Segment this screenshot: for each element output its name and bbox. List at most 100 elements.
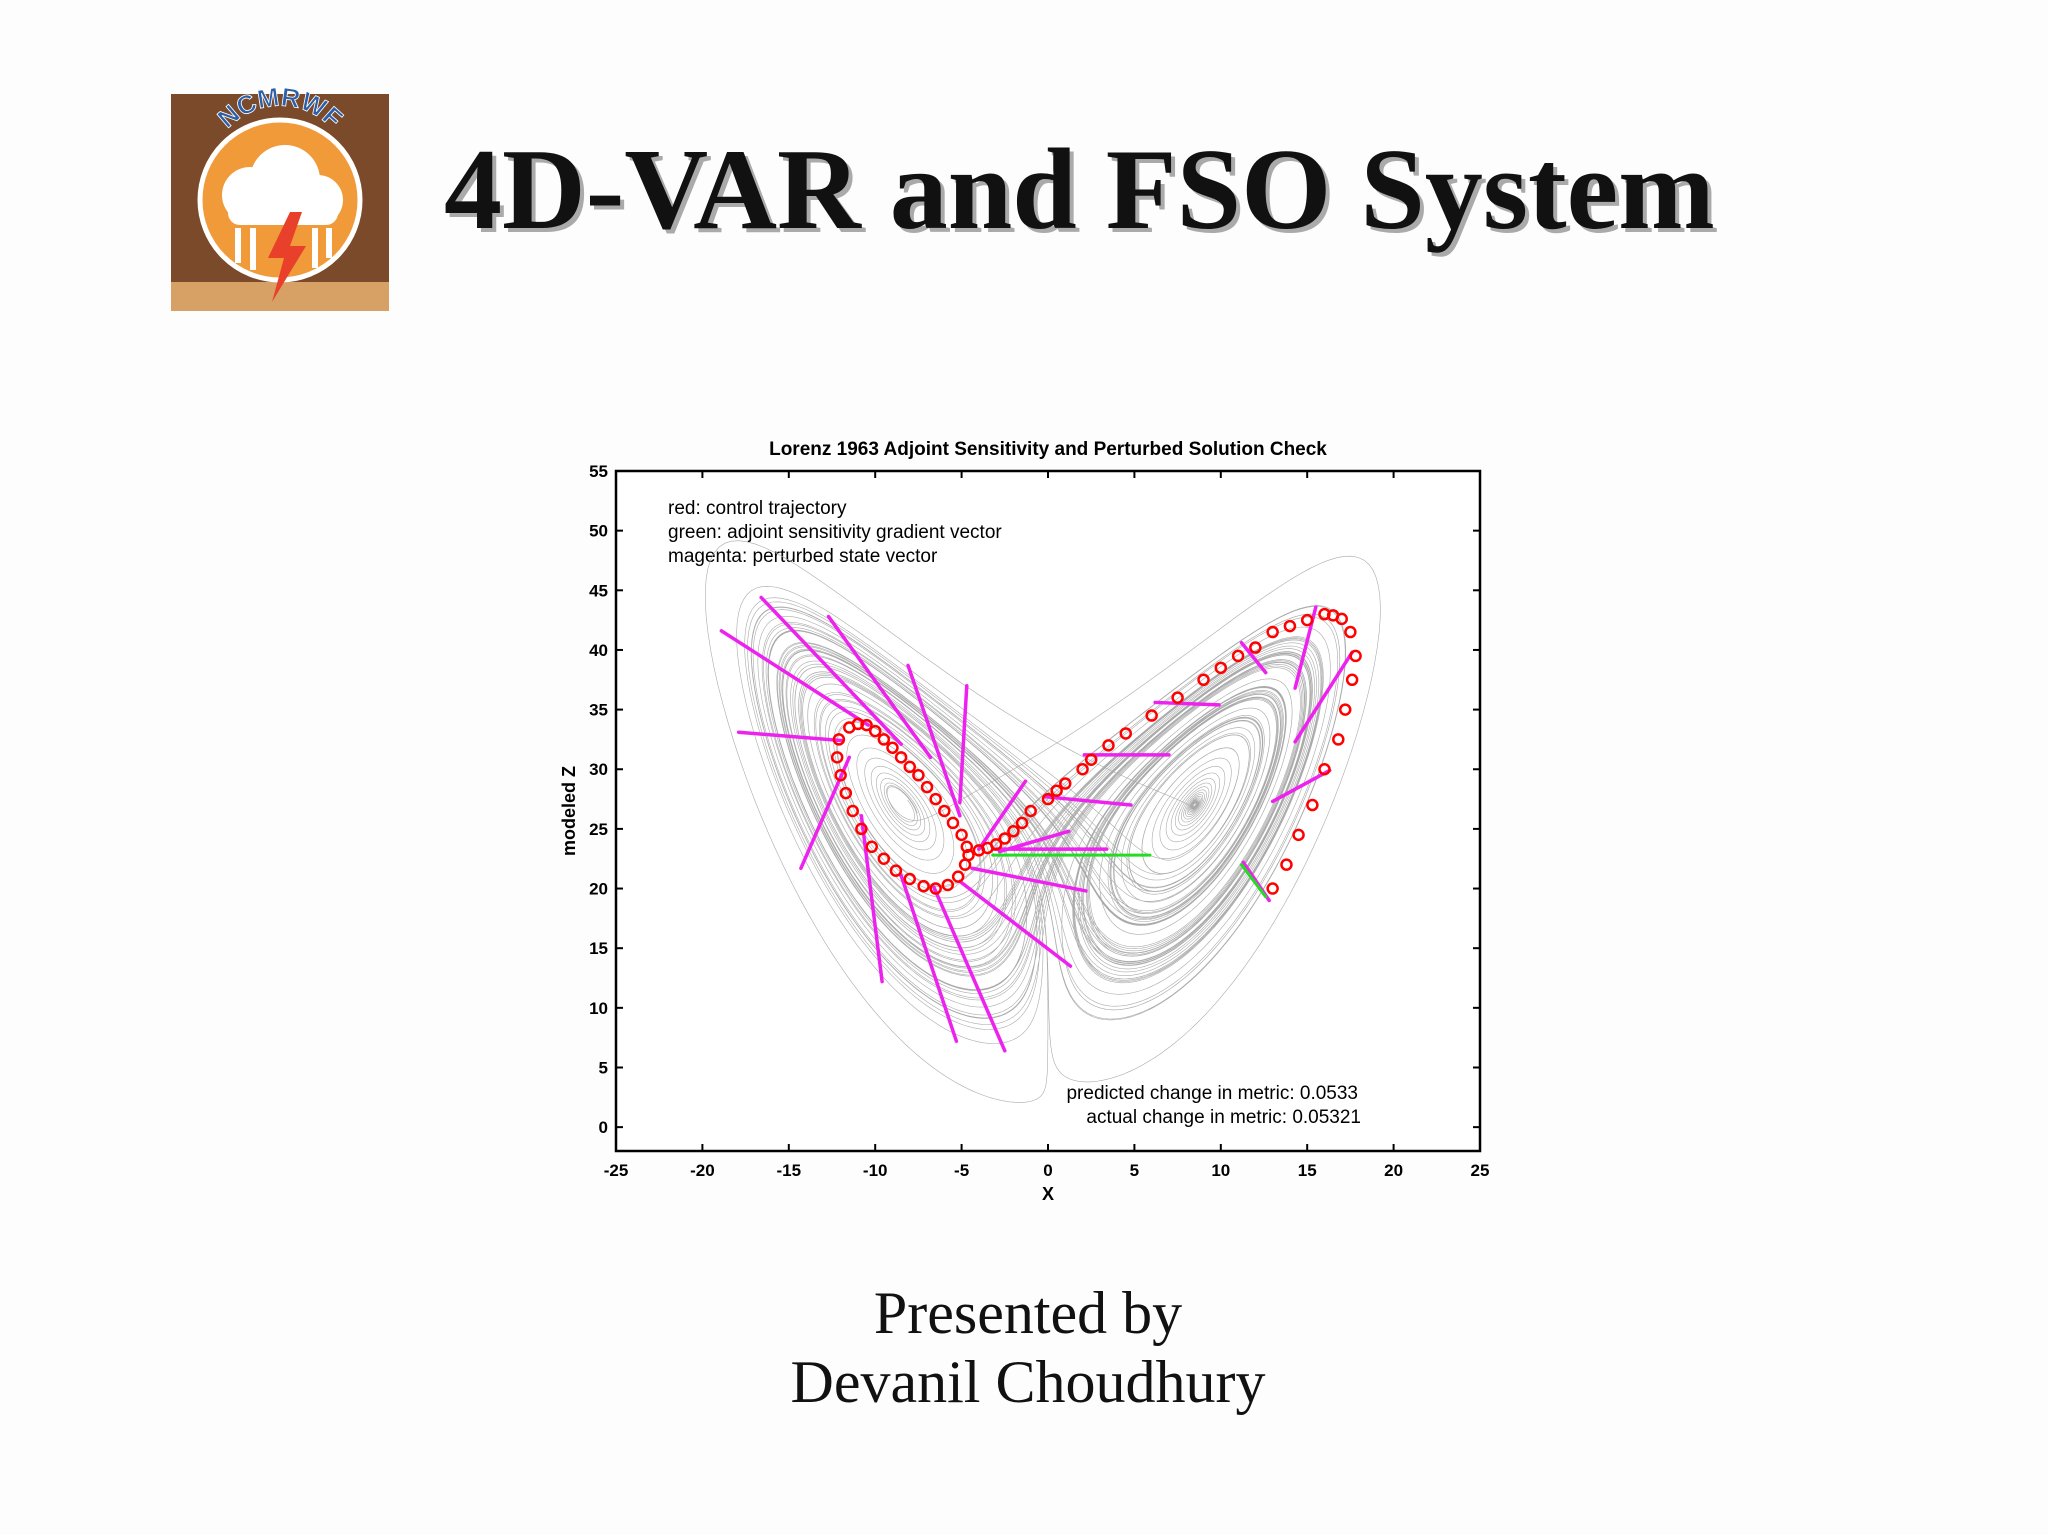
trajectory-point [877, 852, 891, 865]
chart-title: Lorenz 1963 Adjoint Sensitivity and Pert… [769, 439, 1327, 460]
trajectory-point [1102, 739, 1115, 752]
perturbed-vector [736, 730, 845, 743]
trajectory-point [855, 822, 868, 836]
perturbed-vector [977, 779, 1028, 851]
y-tick-label: 40 [589, 641, 608, 660]
trajectory-point [868, 724, 882, 738]
trajectory-point [960, 840, 974, 854]
trajectory-point [1197, 673, 1210, 687]
trajectory-point [886, 741, 899, 755]
perturbed-vector [1042, 794, 1133, 807]
trajectory-point [1335, 612, 1349, 626]
chart: Lorenz 1963 Adjoint Sensitivity and Pert… [559, 439, 1489, 1204]
trajectory-point [1349, 649, 1362, 663]
y-axis-label: modeled Z [559, 766, 579, 856]
x-tick-label: -20 [690, 1161, 715, 1180]
trajectory-point [1266, 882, 1279, 895]
trajectory-point [1041, 792, 1055, 806]
trajectory-point [941, 878, 955, 892]
trajectory-point [955, 828, 968, 842]
perturbed-vector [997, 829, 1071, 854]
perturbed-vector [826, 614, 933, 760]
trajectory-point [839, 786, 853, 800]
x-tick-label: 10 [1211, 1161, 1230, 1180]
perturbed-vector [906, 663, 962, 818]
trajectory-point [1332, 733, 1345, 746]
trajectory-point [1292, 828, 1305, 842]
legend-note: red: control trajectory [668, 498, 847, 519]
trajectory-point [951, 870, 965, 883]
trajectory-point [1249, 641, 1262, 654]
trajectory-point [1345, 673, 1359, 687]
y-tick-label: 30 [589, 760, 608, 779]
legend-note: green: adjoint sensitivity gradient vect… [668, 522, 1002, 543]
trajectory-point [1050, 784, 1063, 797]
perturbed-vector [1239, 641, 1268, 675]
y-tick-label: 20 [589, 880, 608, 899]
trajectory-point [1076, 762, 1089, 776]
trajectory-point [903, 760, 917, 774]
trajectory-point [1007, 825, 1020, 838]
y-tick-label: 15 [589, 939, 608, 958]
trajectory-point [1171, 691, 1184, 704]
trajectory-point [903, 872, 917, 886]
trajectory-point [1231, 649, 1245, 663]
x-tick-label: 0 [1043, 1161, 1052, 1180]
trajectory-point [1059, 777, 1072, 790]
perturbed-vector [1153, 700, 1221, 707]
perturbed-vector [899, 873, 959, 1043]
x-tick-label: -25 [604, 1161, 629, 1180]
x-axis-label: X [1042, 1184, 1054, 1204]
trajectory-point [1344, 625, 1357, 639]
trajectory-point [1015, 816, 1029, 830]
metric-note: actual change in metric: 0.05321 [1086, 1107, 1361, 1128]
perturbed-vector [719, 629, 871, 727]
trajectory-point [1283, 619, 1297, 633]
y-tick-label: 45 [589, 581, 608, 600]
trajectory-point [958, 858, 972, 871]
perturbed-vector [970, 866, 1088, 893]
trajectory-point [1084, 753, 1098, 766]
trajectory-point [917, 879, 930, 893]
x-tick-label: -10 [863, 1161, 888, 1180]
x-tick-label: 25 [1471, 1161, 1490, 1180]
trajectory-point [832, 733, 846, 746]
trajectory-point [920, 780, 934, 794]
metric-note: predicted change in metric: 0.0533 [1066, 1083, 1358, 1104]
trajectory-point [998, 832, 1012, 845]
trajectory-point [1214, 661, 1228, 675]
perturbed-vector [859, 814, 884, 984]
trajectory-point [912, 768, 925, 782]
trajectory-point [894, 751, 908, 764]
trajectory-point [830, 751, 844, 764]
trajectory-point [929, 792, 942, 806]
trajectory-point [946, 816, 960, 830]
trajectory-point [1300, 613, 1314, 627]
trajectory-point [1318, 762, 1331, 776]
gradient-vector [1240, 863, 1268, 899]
x-tick-label: -5 [954, 1161, 969, 1180]
trajectory-point [1306, 798, 1319, 812]
presenter-line: Devanil Choudhury [791, 1349, 1266, 1415]
perturbed-vector [958, 683, 969, 805]
perturbed-vector [759, 595, 903, 746]
y-tick-label: 35 [589, 701, 608, 720]
perturbed-vector [932, 885, 1007, 1053]
trajectory-point [1266, 625, 1279, 639]
perturbed-vector [958, 879, 1073, 968]
y-tick-label: 5 [599, 1058, 608, 1077]
trajectory-point [1280, 858, 1293, 871]
trajectory-point [989, 838, 1003, 851]
trajectory-point [938, 804, 951, 818]
trajectory-point [846, 804, 859, 818]
x-tick-label: 15 [1298, 1161, 1317, 1180]
trajectory-point [1119, 727, 1133, 740]
y-tick-label: 50 [589, 522, 608, 541]
x-tick-label: 5 [1130, 1161, 1139, 1180]
trajectory-point [1024, 804, 1037, 818]
perturbed-vector [799, 755, 852, 871]
trajectory-point [929, 882, 942, 895]
attractor-background [705, 540, 1381, 1103]
